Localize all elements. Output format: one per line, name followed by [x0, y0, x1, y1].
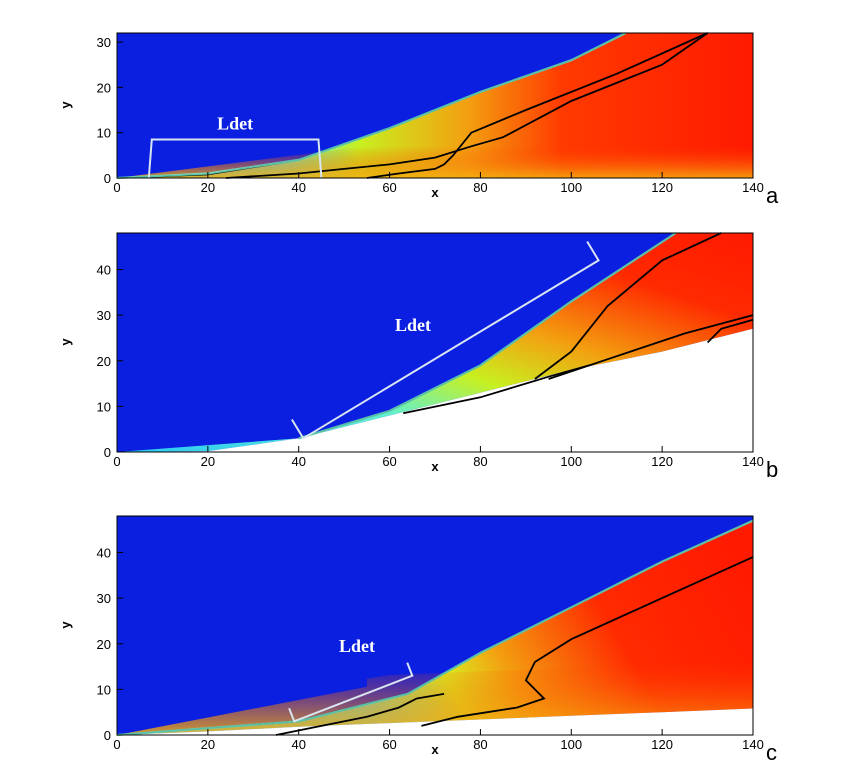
contour-line	[534, 232, 722, 380]
x-tick-label: 80	[473, 180, 487, 195]
contour-line	[403, 364, 590, 415]
y-axis-label: y	[58, 101, 73, 109]
x-tick-label: 60	[382, 180, 396, 195]
contour-line	[548, 314, 754, 380]
x-tick-label: 0	[113, 737, 120, 752]
plot-frame	[116, 32, 754, 179]
ldet-label: Ldet	[217, 113, 253, 133]
contour-line	[275, 693, 445, 736]
y-axis-label: y	[58, 621, 73, 629]
x-tick-label: 120	[651, 737, 673, 752]
panel-c: Ldet 0 20 40 60 80 100 120 140 0 10 20 30 40 x y c	[58, 515, 777, 762]
ldet-bracket	[291, 241, 600, 440]
x-tick-label: 120	[651, 454, 673, 469]
panel-label: a	[766, 183, 779, 208]
ldet-bracket	[147, 138, 323, 179]
x-tick-label: 140	[742, 180, 764, 195]
contour-line	[421, 556, 754, 727]
wedge-body	[117, 328, 753, 452]
x-tick-label: 80	[473, 737, 487, 752]
x-axis-label: x	[431, 742, 439, 757]
near-wall-warm-layer	[117, 146, 753, 178]
plot-frame	[116, 515, 754, 736]
shocked-flow-region	[117, 33, 753, 178]
panel-label: c	[766, 740, 777, 762]
y-tick-label: 10	[97, 399, 111, 414]
shock-front-line	[116, 519, 754, 737]
x-tick-label: 140	[742, 737, 764, 752]
shock-front-line	[298, 232, 677, 440]
ldet-bracket	[288, 662, 414, 723]
x-tick-label: 80	[473, 454, 487, 469]
plot-frame	[116, 232, 754, 453]
y-tick-label: 40	[97, 546, 111, 561]
x-tick-label: 60	[382, 454, 396, 469]
y-tick-label: 0	[104, 171, 111, 186]
x-axis-label: x	[431, 459, 439, 474]
x-tick-label: 20	[201, 454, 215, 469]
near-wall-warm-layer	[117, 660, 753, 735]
y-tick-label: 30	[97, 308, 111, 323]
panel-b: Ldet 0 20 40 60 80 100 120 140 0 10 20 30 40 x y b	[58, 232, 778, 482]
x-tick-label: 140	[742, 454, 764, 469]
panel-a: Ldet 0 20 40 60 80 100 120 140 0 10 20 30 x y a	[58, 32, 779, 208]
x-tick-label: 100	[560, 454, 582, 469]
ldet-label: Ldet	[339, 636, 375, 656]
y-tick-label: 0	[104, 445, 111, 460]
x-tick-label: 0	[113, 454, 120, 469]
y-tick-label: 40	[97, 263, 111, 278]
ldet-label: Ldet	[395, 315, 431, 335]
x-tick-label: 20	[201, 180, 215, 195]
y-tick-label: 0	[104, 728, 111, 743]
contour-line	[706, 318, 754, 344]
x-tick-label: 120	[651, 180, 673, 195]
x-axis-label: x	[431, 185, 439, 200]
y-tick-label: 20	[97, 354, 111, 369]
x-tick-label: 40	[291, 454, 305, 469]
x-tick-label: 100	[560, 180, 582, 195]
contour-line	[366, 32, 708, 179]
y-tick-label: 20	[97, 637, 111, 652]
y-tick-label: 10	[97, 682, 111, 697]
x-tick-label: 60	[382, 737, 396, 752]
x-tick-label: 40	[291, 180, 305, 195]
x-tick-label: 100	[560, 737, 582, 752]
y-tick-label: 30	[97, 591, 111, 606]
y-tick-label: 30	[97, 35, 111, 50]
y-tick-label: 20	[97, 80, 111, 95]
panel-label: b	[766, 457, 778, 482]
y-axis-label: y	[58, 338, 73, 346]
x-tick-label: 40	[291, 737, 305, 752]
x-tick-label: 20	[201, 737, 215, 752]
y-tick-label: 10	[97, 126, 111, 141]
x-tick-label: 0	[113, 180, 120, 195]
